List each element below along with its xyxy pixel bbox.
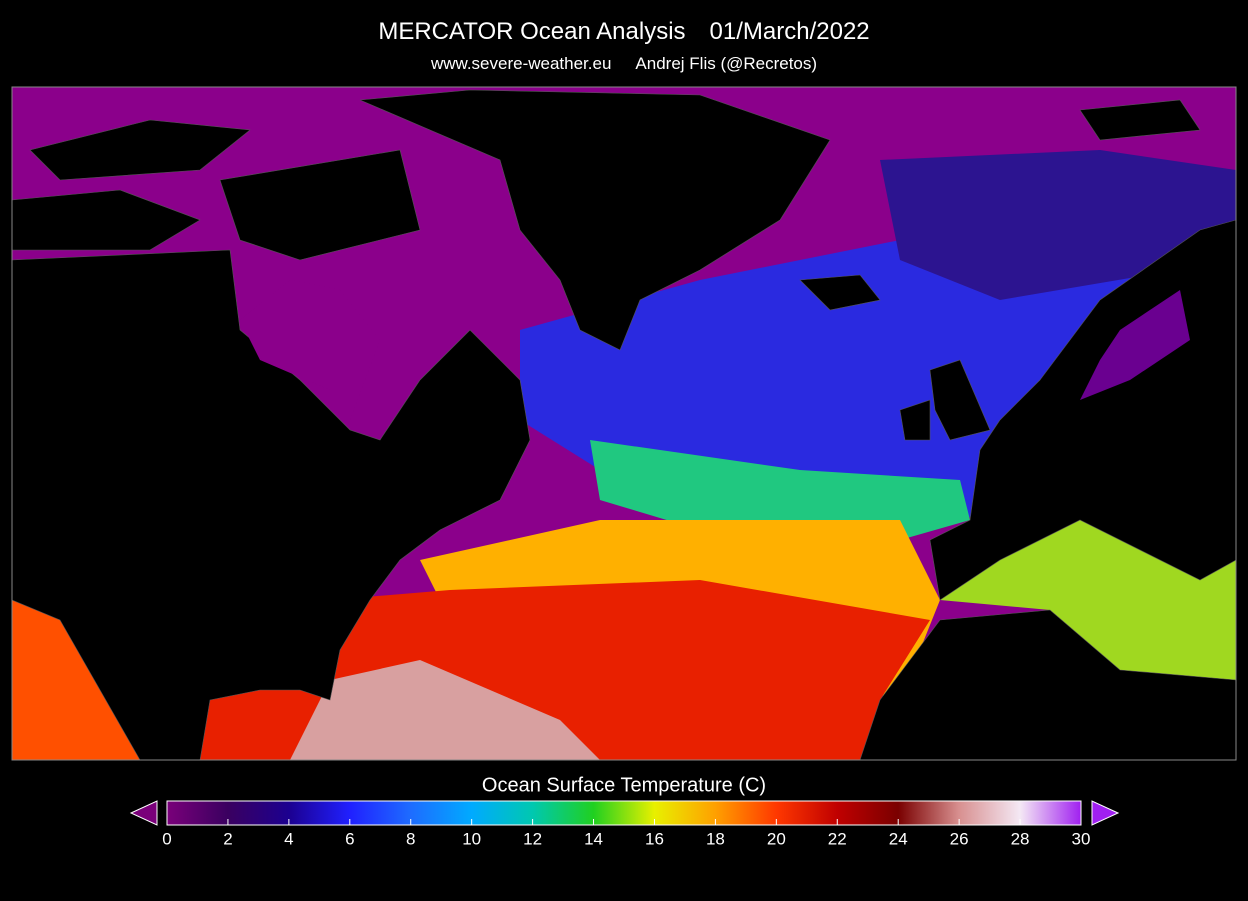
colorbar-high-arrow	[1091, 800, 1120, 826]
tick-label: 12	[523, 829, 542, 848]
tick-label: 16	[645, 829, 664, 848]
land	[12, 89, 1236, 760]
title: MERCATOR Ocean Analysis 01/March/2022	[378, 18, 869, 45]
tick-label: 22	[828, 829, 847, 848]
subtitle: www.severe-weather.eu Andrej Flis (@Recre…	[430, 54, 817, 73]
ocean-warm	[290, 660, 600, 760]
tick-label: 2	[223, 829, 232, 848]
ocean-green	[590, 440, 970, 540]
tick-label: 8	[406, 829, 415, 848]
tick-label: 10	[462, 829, 481, 848]
colorbar-label: Ocean Surface Temperature (C)	[482, 774, 766, 796]
tick-label: 18	[706, 829, 725, 848]
tick-label: 26	[950, 829, 969, 848]
website: www.severe-weather.eu	[430, 54, 611, 73]
title-text: MERCATOR Ocean Analysis	[378, 18, 685, 45]
date: 01/March/2022	[710, 18, 870, 45]
tick-label: 14	[584, 829, 603, 848]
tick-label: 28	[1011, 829, 1030, 848]
tick-label: 30	[1072, 829, 1091, 848]
hudson-bay	[240, 280, 380, 420]
tick-label: 0	[162, 829, 171, 848]
map	[12, 87, 1236, 760]
colorbar-low-arrow	[129, 800, 158, 826]
author: Andrej Flis (@Recretos)	[635, 54, 817, 73]
colorbar	[166, 800, 1082, 826]
pacific	[12, 600, 140, 760]
colorbar-ticks: 0 2 4 6 8 10 12 14 16 18 20 22 24 26 28 30	[162, 819, 1090, 848]
tick-label: 6	[345, 829, 354, 848]
map-frame	[11, 86, 1237, 761]
tick-label: 4	[284, 829, 293, 848]
baltic	[1080, 290, 1190, 400]
tick-label: 24	[889, 829, 908, 848]
tick-label: 20	[767, 829, 786, 848]
ocean-dark	[880, 150, 1236, 300]
